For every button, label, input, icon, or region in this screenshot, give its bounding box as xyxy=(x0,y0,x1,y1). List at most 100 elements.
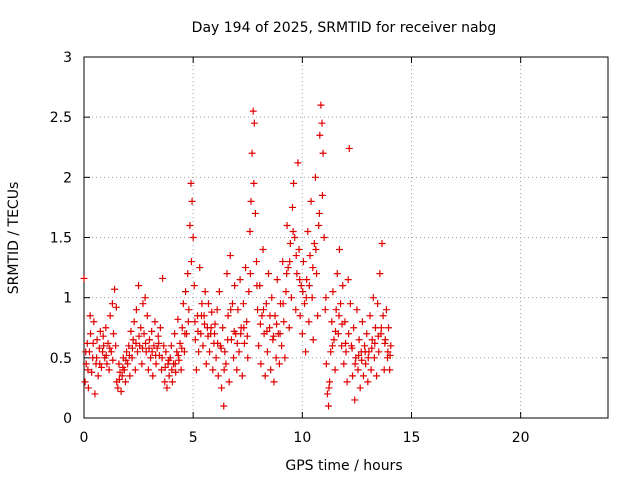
data-point xyxy=(258,312,266,320)
data-point xyxy=(301,300,309,308)
data-point xyxy=(112,342,120,350)
data-point xyxy=(247,197,255,205)
data-point xyxy=(231,282,239,290)
data-point xyxy=(159,274,167,282)
data-point xyxy=(322,294,330,302)
data-point xyxy=(259,306,267,314)
data-point xyxy=(286,240,294,248)
data-point xyxy=(248,149,256,157)
data-point xyxy=(161,363,169,371)
data-point xyxy=(325,402,333,410)
data-point xyxy=(105,366,113,374)
data-point xyxy=(385,324,393,332)
data-point xyxy=(172,368,180,376)
data-point xyxy=(87,330,95,338)
data-point xyxy=(185,306,193,314)
data-point xyxy=(273,276,281,284)
data-point xyxy=(211,320,219,328)
data-point xyxy=(177,366,185,374)
data-point xyxy=(259,246,267,254)
data-point xyxy=(132,306,140,314)
data-points xyxy=(80,101,395,410)
data-point xyxy=(104,339,112,347)
grid-lines xyxy=(84,57,608,418)
data-point xyxy=(233,339,241,347)
data-point xyxy=(350,324,358,332)
data-point xyxy=(281,354,289,362)
data-point xyxy=(145,344,153,352)
data-point xyxy=(139,300,147,308)
data-point xyxy=(361,348,369,356)
data-point xyxy=(257,360,265,368)
data-point xyxy=(108,300,116,308)
data-point xyxy=(175,356,183,364)
data-point xyxy=(218,384,226,392)
data-point xyxy=(221,348,229,356)
data-point xyxy=(133,348,141,356)
data-point xyxy=(180,348,188,356)
data-point xyxy=(254,306,262,314)
data-point xyxy=(121,378,129,386)
data-point xyxy=(135,282,143,290)
data-point xyxy=(317,101,325,109)
data-point xyxy=(99,348,107,356)
data-point xyxy=(191,318,199,326)
data-point xyxy=(149,372,157,380)
data-point xyxy=(287,294,295,302)
data-point xyxy=(382,306,390,314)
data-point xyxy=(302,294,310,302)
data-point xyxy=(318,119,326,127)
data-point xyxy=(89,339,97,347)
data-point xyxy=(292,306,300,314)
x-axis-label: GPS time / hours xyxy=(285,458,402,474)
data-point xyxy=(141,294,149,302)
data-point xyxy=(374,332,382,340)
data-point xyxy=(246,227,254,235)
data-point xyxy=(236,276,244,284)
data-point xyxy=(256,320,264,328)
data-point xyxy=(250,119,258,127)
y-tick-label: 2 xyxy=(63,170,72,186)
data-point xyxy=(386,351,394,359)
data-point xyxy=(349,372,357,380)
data-point xyxy=(329,288,337,296)
data-point xyxy=(315,221,323,229)
data-point xyxy=(184,270,192,278)
data-point xyxy=(118,372,126,380)
y-tick-label: 1 xyxy=(63,291,72,307)
data-point xyxy=(189,234,197,241)
data-point xyxy=(362,360,370,368)
data-point xyxy=(309,336,317,344)
data-point xyxy=(209,366,217,374)
data-point xyxy=(179,300,187,308)
data-point xyxy=(358,356,366,364)
data-point xyxy=(227,306,235,314)
data-point xyxy=(204,300,212,308)
x-tick-label: 10 xyxy=(293,430,311,446)
data-point xyxy=(117,388,125,396)
data-point xyxy=(289,203,297,211)
data-point xyxy=(342,339,350,347)
data-point xyxy=(181,330,189,338)
data-point xyxy=(273,320,281,328)
data-point xyxy=(88,368,96,376)
data-point xyxy=(122,356,130,364)
data-point xyxy=(158,354,166,362)
data-point xyxy=(151,318,159,326)
data-point xyxy=(201,288,209,296)
data-point xyxy=(213,306,221,314)
data-point xyxy=(368,336,376,344)
data-point xyxy=(364,354,372,362)
data-point xyxy=(132,339,140,347)
data-point xyxy=(116,368,124,376)
data-point xyxy=(332,306,340,314)
data-point xyxy=(129,336,137,344)
data-point xyxy=(283,221,291,229)
data-point xyxy=(312,246,320,254)
data-point xyxy=(190,282,198,290)
data-point xyxy=(278,342,286,350)
data-point xyxy=(320,234,328,241)
data-point xyxy=(294,159,302,167)
data-point xyxy=(359,372,367,380)
